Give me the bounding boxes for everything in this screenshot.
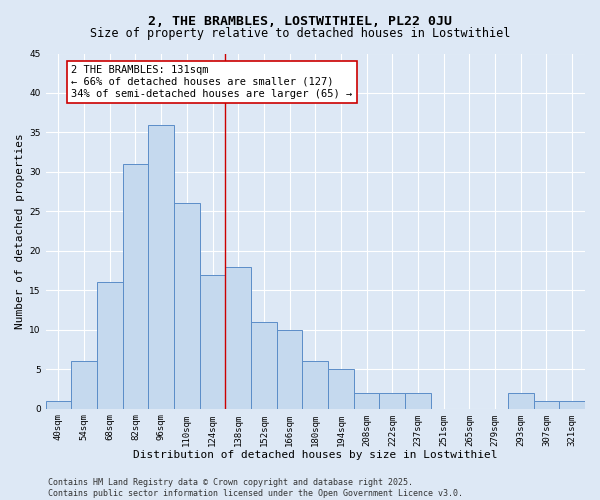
Bar <box>226 266 251 408</box>
Bar <box>174 204 200 408</box>
Bar <box>46 401 71 408</box>
Text: Size of property relative to detached houses in Lostwithiel: Size of property relative to detached ho… <box>90 28 510 40</box>
Bar <box>405 393 431 408</box>
X-axis label: Distribution of detached houses by size in Lostwithiel: Distribution of detached houses by size … <box>133 450 497 460</box>
Bar <box>122 164 148 408</box>
Text: 2 THE BRAMBLES: 131sqm
← 66% of detached houses are smaller (127)
34% of semi-de: 2 THE BRAMBLES: 131sqm ← 66% of detached… <box>71 66 352 98</box>
Bar <box>251 322 277 408</box>
Bar <box>379 393 405 408</box>
Bar <box>71 362 97 408</box>
Bar <box>508 393 533 408</box>
Bar <box>533 401 559 408</box>
Bar <box>354 393 379 408</box>
Bar <box>277 330 302 408</box>
Y-axis label: Number of detached properties: Number of detached properties <box>15 133 25 329</box>
Text: 2, THE BRAMBLES, LOSTWITHIEL, PL22 0JU: 2, THE BRAMBLES, LOSTWITHIEL, PL22 0JU <box>148 15 452 28</box>
Bar <box>328 370 354 408</box>
Text: Contains HM Land Registry data © Crown copyright and database right 2025.
Contai: Contains HM Land Registry data © Crown c… <box>48 478 463 498</box>
Bar <box>148 124 174 408</box>
Bar <box>302 362 328 408</box>
Bar <box>559 401 585 408</box>
Bar <box>97 282 122 408</box>
Bar <box>200 274 226 408</box>
